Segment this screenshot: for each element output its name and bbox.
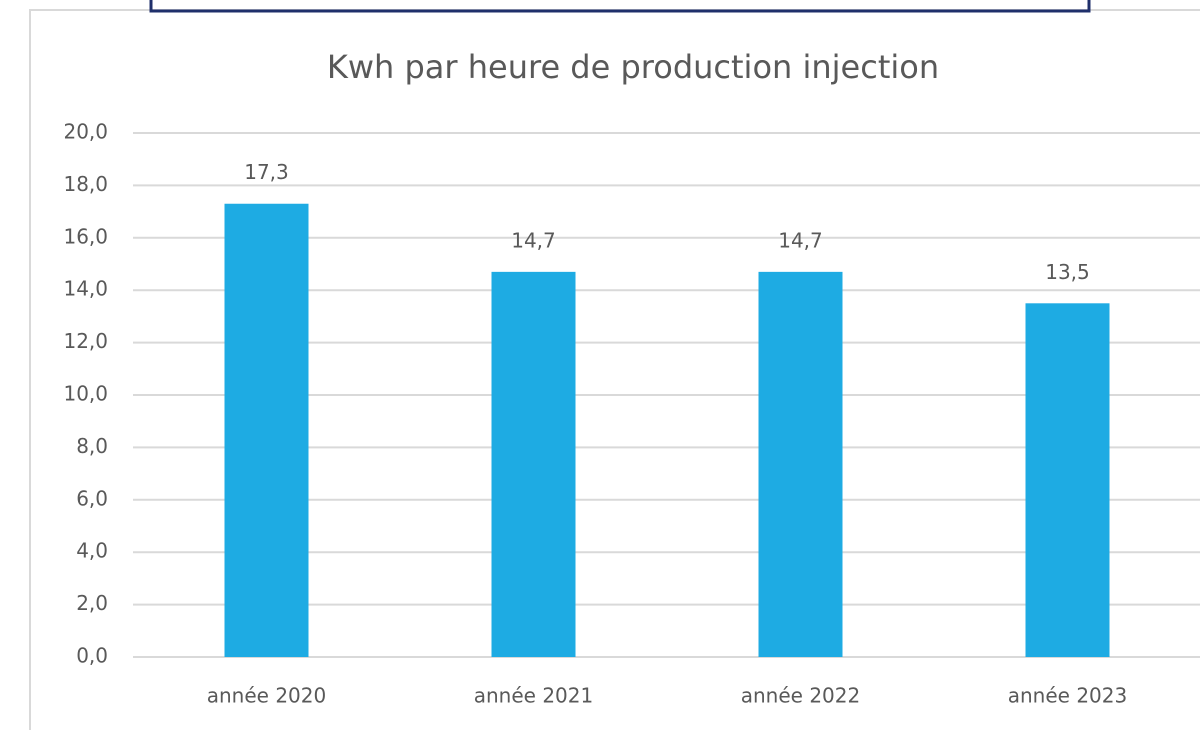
y-tick-label: 8,0 [76, 434, 108, 458]
data-label: 13,5 [1045, 260, 1090, 284]
header-box [149, 0, 1091, 13]
y-tick-label: 4,0 [76, 539, 108, 563]
x-tick-label: année 2022 [741, 684, 860, 708]
data-label: 14,7 [511, 228, 556, 252]
y-tick-label: 0,0 [76, 644, 108, 668]
bar [1025, 303, 1110, 657]
bar [758, 271, 843, 657]
x-tick-label: année 2021 [474, 684, 593, 708]
y-tick-label: 14,0 [63, 277, 108, 301]
bar [224, 203, 309, 658]
chart-title: Kwh par heure de production injection [327, 48, 939, 86]
y-tick-label: 6,0 [76, 486, 108, 510]
chart-frame [29, 9, 1200, 730]
y-tick-label: 12,0 [63, 329, 108, 353]
y-tick-label: 16,0 [63, 224, 108, 248]
bar [491, 271, 576, 657]
y-tick-label: 20,0 [63, 120, 108, 144]
y-tick-label: 18,0 [63, 172, 108, 196]
y-tick-label: 2,0 [76, 591, 108, 615]
data-label: 17,3 [244, 160, 289, 184]
data-label: 14,7 [778, 228, 823, 252]
x-tick-label: année 2020 [207, 684, 326, 708]
y-tick-label: 10,0 [63, 382, 108, 406]
x-tick-label: année 2023 [1008, 684, 1127, 708]
